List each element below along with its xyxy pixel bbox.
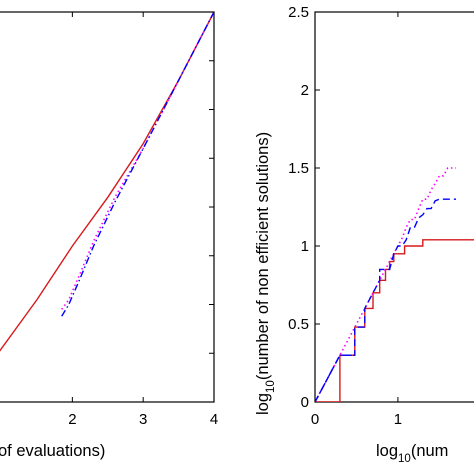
right-xtick-label: 1 — [394, 411, 402, 428]
right-ytick-label: 1.5 — [288, 160, 309, 177]
left-series-group — [0, 12, 214, 352]
right-ticks — [314, 11, 399, 403]
right-ytick-label: 0.5 — [288, 316, 309, 333]
right-y-axis-label-sub: 10 — [265, 380, 277, 393]
right-y-axis-label-log: log — [254, 393, 272, 415]
right-chart-panel: 0 100.511.522.5 log10(num log10(number of… — [254, 4, 474, 465]
right-ytick-label: 2 — [301, 82, 309, 99]
right-xtick-label: 0 — [311, 411, 319, 428]
left-xtick-label: 2 — [68, 411, 76, 428]
left-x-axis-label: of evaluations) — [0, 442, 105, 460]
right-ytick-label: 0 — [301, 394, 309, 411]
right-x-axis-label-log: log — [376, 442, 398, 460]
left-plot-frame — [0, 11, 215, 403]
right-series-line-3 — [315, 354, 355, 402]
left-series-line-2 — [61, 12, 214, 317]
left-chart-panel: 2 3 4 of evaluations) — [0, 11, 218, 460]
right-ytick-label: 2.5 — [288, 4, 309, 21]
right-x-axis-label-rest: (num — [411, 442, 449, 460]
left-ticks — [71, 11, 215, 403]
right-series-group — [315, 167, 474, 402]
right-tick-labels: 0 1 0 0.5 1 1.5 2 2.5 — [288, 4, 402, 428]
left-xtick-label: 4 — [210, 411, 218, 428]
right-series-line-2 — [315, 198, 456, 402]
left-tick-labels: 2 3 4 — [68, 411, 218, 428]
left-xtick-label: 3 — [139, 411, 147, 428]
right-y-axis-label: log10(number of non efficient solutions) — [254, 132, 277, 415]
right-plot-frame — [314, 11, 474, 403]
right-series-line-0 — [315, 239, 474, 402]
left-series-line-0 — [0, 12, 214, 352]
right-x-axis-label: log10(num — [376, 442, 448, 465]
left-series-line-1 — [61, 12, 214, 310]
right-series-line-1 — [315, 167, 456, 402]
right-ytick-label: 1 — [301, 238, 309, 255]
right-x-axis-label-sub: 10 — [398, 453, 411, 465]
right-y-axis-label-rest: (number of non efficient solutions) — [254, 132, 272, 380]
